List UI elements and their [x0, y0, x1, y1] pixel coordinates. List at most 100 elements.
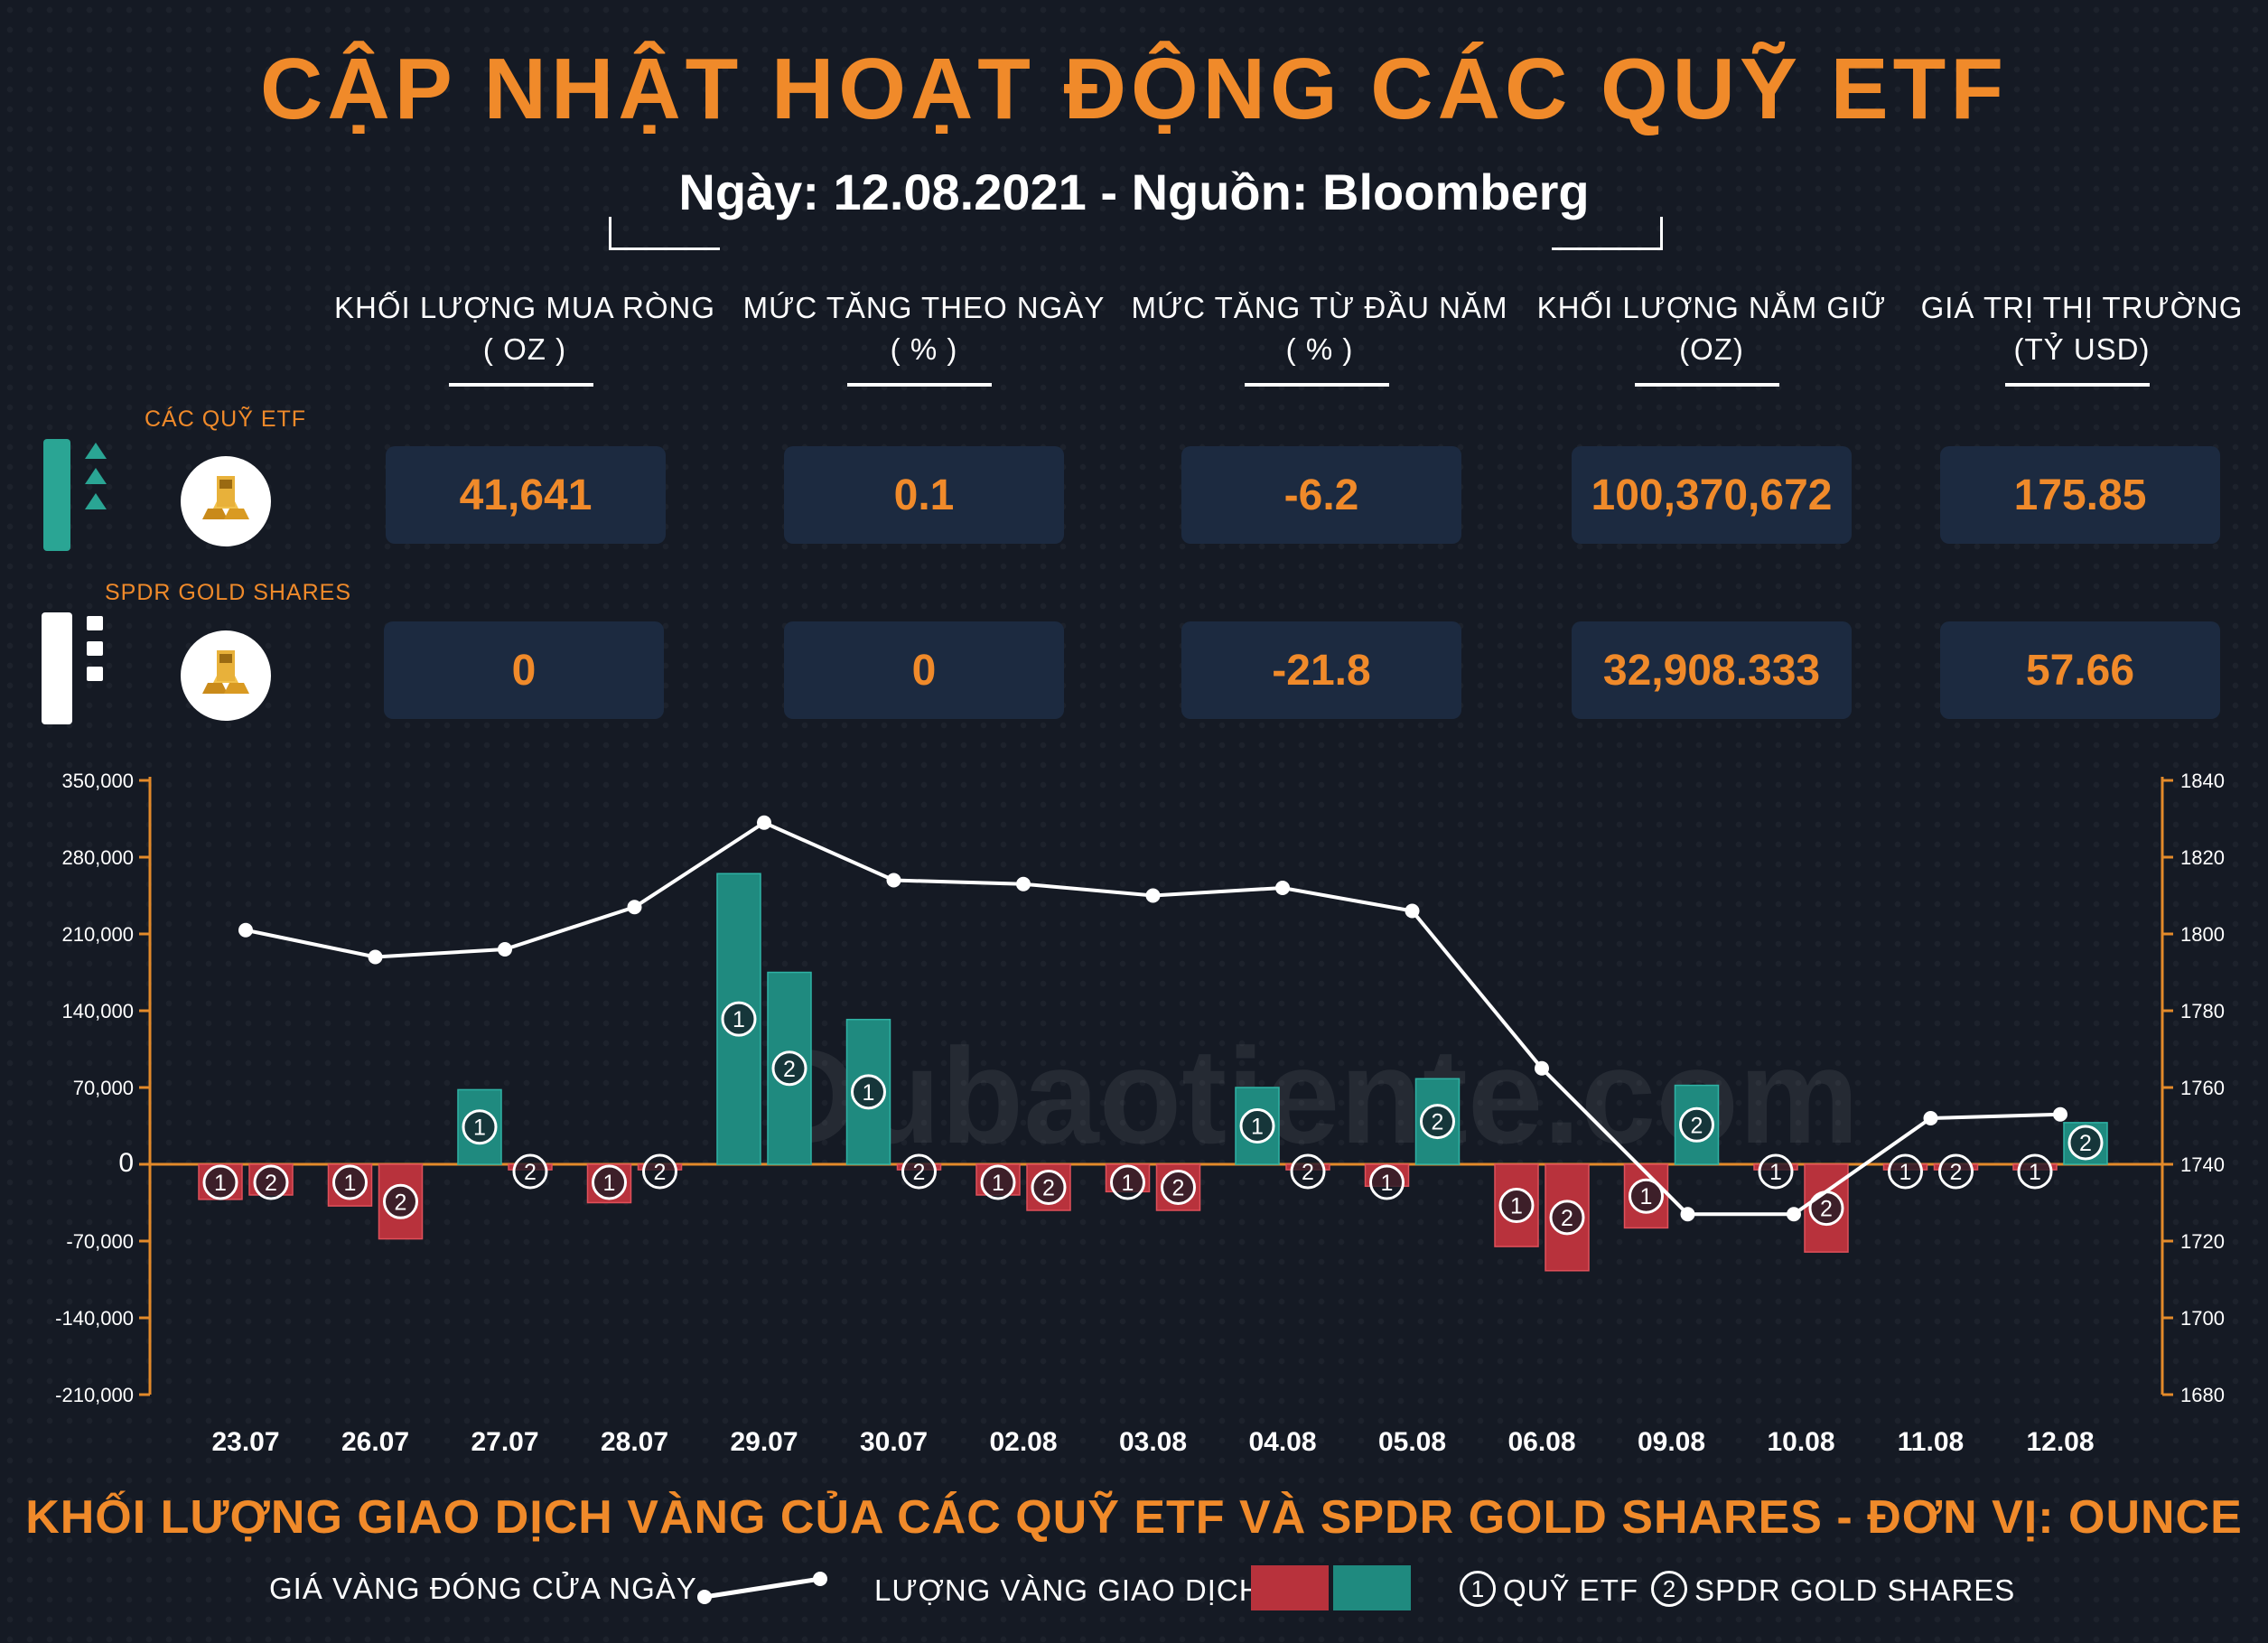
col-rule-4	[1635, 383, 1779, 387]
price-point	[1923, 1111, 1938, 1125]
series-marker-circle	[2017, 1153, 2053, 1190]
series-marker-label: 2	[654, 1160, 667, 1185]
series-marker-label: 1	[1381, 1171, 1394, 1196]
price-point	[368, 949, 383, 965]
y-left-tick-label: -210,000	[55, 1384, 134, 1406]
price-point	[238, 922, 253, 938]
arrow-up-icon	[85, 493, 107, 509]
series-marker-label: 2	[1561, 1206, 1573, 1231]
x-tick-label: 29.07	[730, 1427, 798, 1457]
series-marker-circle	[592, 1164, 627, 1200]
legend-line-sample	[697, 1572, 827, 1604]
cell-etf-ytd-change: -6.2	[1181, 446, 1461, 544]
series-marker-circle	[1549, 1200, 1585, 1236]
series-marker-circle	[851, 1074, 886, 1110]
gold-bar-icon	[181, 630, 271, 721]
series-marker-label: 2	[265, 1171, 277, 1196]
price-point	[1680, 1207, 1695, 1222]
y-right-tick-label: 1820	[2180, 846, 2225, 869]
series-marker-label: 2	[395, 1190, 407, 1215]
legend-spdr-marker: 2	[1651, 1571, 1687, 1607]
series-marker-circle	[1239, 1108, 1275, 1144]
square-icon	[87, 616, 103, 630]
series-marker-circle	[2067, 1125, 2104, 1161]
series-marker-label: 2	[1820, 1197, 1833, 1222]
y-right-tick-label: 1740	[2180, 1153, 2225, 1176]
y-left-tick-label: -70,000	[66, 1230, 134, 1253]
x-tick-label: 09.08	[1638, 1427, 1705, 1457]
price-point	[757, 815, 771, 830]
y-left-tick-label: 280,000	[61, 846, 134, 869]
row-label-etf: CÁC QUỸ ETF	[145, 406, 307, 432]
row-label-spdr: SPDR GOLD SHARES	[105, 580, 352, 605]
col-head-holdings: KHỐI LƯỢNG NẮM GIỮ (OZ)	[1536, 291, 1887, 366]
series-marker-circle	[901, 1153, 937, 1190]
series-marker-circle	[771, 1050, 807, 1087]
x-tick-label: 23.07	[211, 1427, 279, 1457]
series-marker-circle	[721, 1001, 757, 1037]
series-marker-label: 1	[733, 1007, 745, 1032]
x-tick-label: 06.08	[1507, 1427, 1575, 1457]
y-right-tick-label: 1700	[2180, 1307, 2225, 1330]
series-marker-label: 2	[783, 1057, 796, 1082]
price-point	[1535, 1060, 1549, 1076]
bracket-right	[1552, 217, 1663, 250]
series-marker-label: 2	[913, 1160, 926, 1185]
x-tick-label: 03.08	[1119, 1427, 1187, 1457]
col-head-daily-change: MỨC TĂNG THEO NGÀY ( % )	[742, 291, 1106, 366]
series-marker-circle	[1629, 1178, 1664, 1214]
y-left-tick-label: -140,000	[55, 1307, 134, 1330]
col-rule-2	[847, 383, 992, 387]
series-marker-circle	[253, 1164, 289, 1200]
legend-price-label: GIÁ VÀNG ĐÓNG CỬA NGÀY	[269, 1572, 697, 1605]
cell-etf-market-value: 175.85	[1940, 446, 2220, 544]
series-marker-label: 1	[2029, 1160, 2041, 1185]
series-marker-label: 1	[1251, 1115, 1264, 1140]
chart-title: KHỐI LƯỢNG GIAO DỊCH VÀNG CỦA CÁC QUỸ ET…	[25, 1491, 2243, 1544]
price-point	[1145, 888, 1161, 903]
series-marker-circle	[642, 1153, 677, 1190]
col-rule-1	[449, 383, 593, 387]
price-point	[1016, 876, 1031, 892]
y-right-tick-label: 1840	[2180, 770, 2225, 792]
series-marker-circle	[383, 1183, 418, 1219]
y-right-tick-label: 1680	[2180, 1384, 2225, 1406]
price-point	[498, 942, 512, 957]
y-left-tick-label: 70,000	[73, 1077, 134, 1099]
series-marker-circle	[202, 1164, 238, 1200]
arrow-up-icon	[85, 443, 107, 459]
series-marker-label: 2	[1432, 1110, 1444, 1135]
series-marker-circle	[1369, 1164, 1405, 1200]
x-tick-label: 02.08	[989, 1427, 1057, 1457]
bracket-left	[609, 217, 720, 250]
cell-spdr-holdings: 32,908.333	[1572, 621, 1852, 719]
square-icon	[87, 667, 103, 681]
series-marker-circle	[332, 1164, 368, 1200]
series-marker-label: 2	[1950, 1160, 1963, 1185]
series-marker-label: 1	[603, 1171, 616, 1196]
x-tick-label: 11.08	[1898, 1427, 1964, 1457]
price-point	[886, 873, 901, 888]
cell-etf-net-buy: 41,641	[386, 446, 666, 544]
price-point	[1787, 1207, 1801, 1222]
x-tick-label: 05.08	[1378, 1427, 1446, 1457]
series-marker-circle	[1679, 1106, 1714, 1143]
page-subtitle: Ngày: 12.08.2021 - Nguồn: Bloomberg	[678, 163, 1590, 220]
series-marker-label: 1	[473, 1116, 486, 1141]
col-head-market-value: GIÁ TRỊ THỊ TRƯỜNG (TỶ USD)	[1920, 291, 2244, 366]
y-left-tick-label: 140,000	[61, 1000, 134, 1022]
series-marker-circle	[512, 1153, 548, 1190]
legend-etf-marker: 1	[1460, 1571, 1496, 1607]
arrow-up-icon	[85, 468, 107, 484]
series-marker-circle	[1758, 1153, 1794, 1190]
x-tick-label: 12.08	[2026, 1427, 2094, 1457]
series-marker-label: 1	[214, 1171, 227, 1196]
page-title: CẬP NHẬT HOẠT ĐỘNG CÁC QUỸ ETF	[260, 41, 2008, 137]
price-point	[2053, 1106, 2067, 1122]
series-marker-circle	[1888, 1153, 1923, 1190]
x-tick-label: 30.07	[860, 1427, 928, 1457]
y-left-tick-label: 210,000	[61, 923, 134, 946]
series-marker-circle	[1031, 1170, 1067, 1205]
cell-etf-holdings: 100,370,672	[1572, 446, 1852, 544]
etf-volume-chart: Dubaotiente.com350,000280,000210,000140,…	[55, 770, 2225, 1457]
